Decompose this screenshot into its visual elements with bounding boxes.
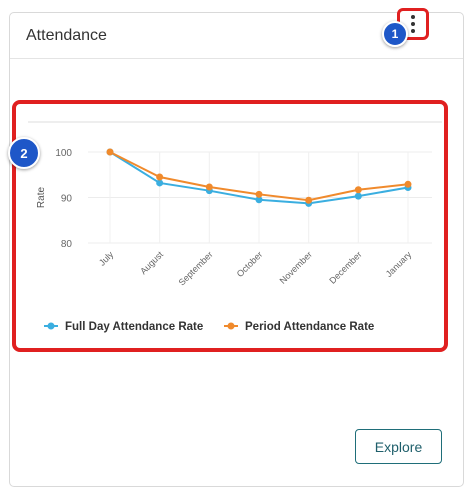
data-point-series-1 <box>106 148 114 156</box>
data-point-series-1 <box>305 196 313 204</box>
y-axis-label: Rate <box>36 187 47 209</box>
data-point-series-0 <box>156 179 164 187</box>
legend-label: Period Attendance Rate <box>245 321 374 333</box>
x-tick-label: October <box>235 249 265 279</box>
y-tick-label: 100 <box>55 148 72 159</box>
kebab-vertical-icon <box>411 15 415 33</box>
data-point-series-0 <box>255 196 263 204</box>
explore-button[interactable]: Explore <box>355 429 442 464</box>
legend-swatch-marker <box>227 322 235 330</box>
data-point-series-1 <box>354 186 362 194</box>
card-header: Attendance <box>10 13 463 59</box>
attendance-card: Attendance <box>9 12 464 487</box>
data-point-series-1 <box>255 190 263 198</box>
x-tick-label: November <box>278 249 314 285</box>
card-title: Attendance <box>26 27 107 44</box>
y-tick-label: 80 <box>61 239 73 250</box>
y-tick-label: 90 <box>61 194 73 205</box>
x-tick-label: January <box>384 249 414 279</box>
legend-swatch-marker <box>47 322 55 330</box>
step-badge-1: 1 <box>382 21 408 47</box>
data-point-series-1 <box>156 173 164 181</box>
data-point-series-0 <box>354 192 362 200</box>
x-tick-label: December <box>327 249 363 285</box>
x-tick-label: August <box>138 249 165 276</box>
step-badge-2: 2 <box>8 137 40 169</box>
chart-highlight-frame <box>12 100 448 352</box>
legend-label: Full Day Attendance Rate <box>65 321 203 333</box>
x-tick-label: September <box>177 249 215 287</box>
data-point-series-1 <box>205 183 213 191</box>
x-tick-label: July <box>97 249 116 268</box>
data-point-series-1 <box>404 180 412 188</box>
